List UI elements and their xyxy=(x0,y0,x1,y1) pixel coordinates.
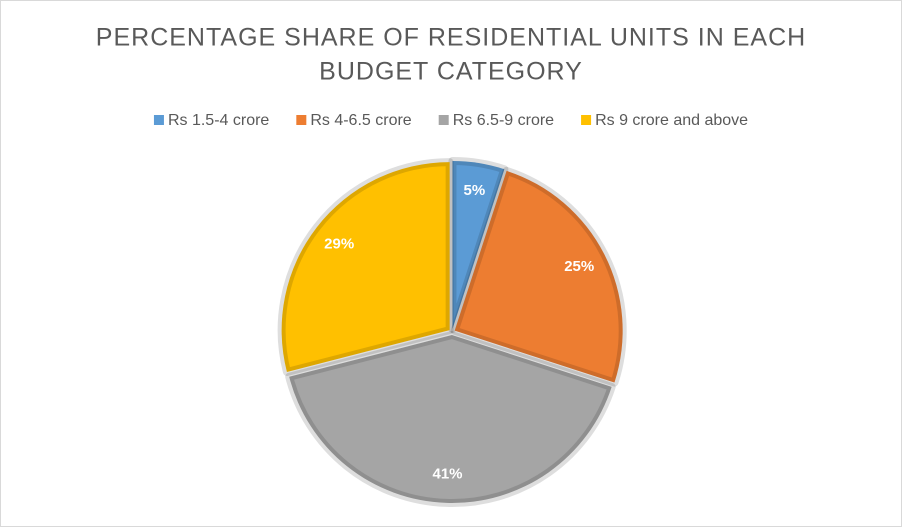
legend-swatch xyxy=(581,115,592,125)
pie: 5% 25% 41% 29% xyxy=(277,157,627,507)
data-label: 41% xyxy=(432,466,462,483)
data-label: 25% xyxy=(564,258,594,275)
chart-title: PERCENTAGE SHARE OF RESIDENTIAL UNITS IN… xyxy=(96,24,806,52)
legend-label: Rs 6.5-9 crore xyxy=(453,112,554,129)
legend-swatch xyxy=(296,115,307,125)
pie-slice-edge xyxy=(448,157,509,334)
pie-slice xyxy=(281,162,450,372)
legend-swatch xyxy=(438,115,449,125)
data-label: 29% xyxy=(324,235,354,252)
pie-slice xyxy=(452,161,505,330)
data-label: 5% xyxy=(463,182,485,199)
legend: Rs 1.5-4 crore Rs 4-6.5 crore Rs 6.5-9 cro… xyxy=(153,112,748,129)
pie-slice-edge xyxy=(277,158,454,376)
legend-label: Rs 9 crore and above xyxy=(595,112,748,129)
chart-title: BUDGET CATEGORY xyxy=(319,58,583,86)
legend-label: Rs 1.5-4 crore xyxy=(168,112,269,129)
pie-slice xyxy=(289,334,612,503)
pie-slice-edge xyxy=(450,166,627,387)
legend-swatch xyxy=(153,115,164,125)
pie-slice-edge xyxy=(285,330,616,507)
legend-label: Rs 4-6.5 crore xyxy=(310,112,411,129)
pie-slice xyxy=(454,170,623,383)
